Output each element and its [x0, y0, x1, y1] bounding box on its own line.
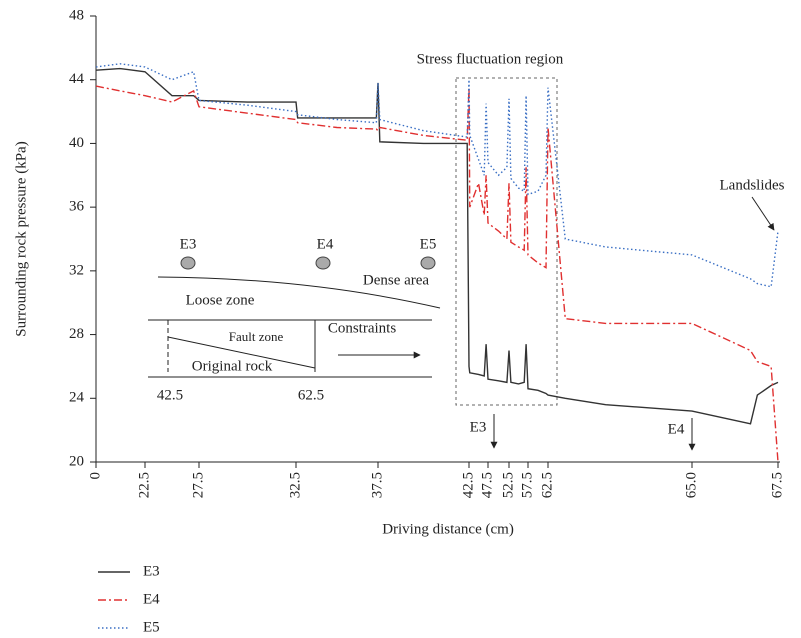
inset-label: E5 [420, 236, 437, 252]
x-tick-label: 37.5 [369, 472, 385, 498]
inset-label: Original rock [192, 358, 273, 374]
x-tick-label: 0 [87, 472, 103, 480]
boundary [167, 336, 316, 369]
x-tick-label: 62.5 [539, 472, 555, 498]
legend-label: E4 [143, 591, 160, 607]
y-tick-label: 44 [69, 71, 85, 87]
region-box [455, 77, 558, 406]
x-tick-label: 22.5 [136, 472, 152, 498]
landslides-label: Landslides [720, 177, 785, 193]
inset-label: 62.5 [298, 387, 324, 403]
inset-label: Constraints [328, 320, 396, 336]
inset-label: 42.5 [157, 387, 183, 403]
sensor [315, 256, 331, 270]
sensor [180, 256, 196, 270]
inset-label: Loose zone [186, 292, 255, 308]
boundary [157, 276, 441, 309]
x-tick-label: 47.5 [479, 472, 495, 498]
x-axis-label: Driving distance (cm) [382, 521, 514, 537]
series-line [95, 67, 779, 425]
y-tick-label: 32 [69, 262, 84, 278]
sensor [420, 256, 436, 270]
y-tick-label: 24 [69, 390, 85, 406]
marker-label: E3 [470, 419, 487, 435]
y-tick-label: 48 [69, 7, 84, 23]
inset-label: Fault zone [229, 329, 284, 344]
x-tick-label: 67.5 [769, 472, 785, 498]
arrow [751, 196, 775, 231]
x-tick-label: 42.5 [460, 472, 476, 498]
y-tick-label: 20 [69, 453, 84, 469]
legend-label: E3 [143, 563, 160, 579]
y-axis-label: Surrounding rock pressure (kPa) [13, 141, 29, 336]
region-label: Stress fluctuation region [417, 51, 564, 67]
y-tick-label: 36 [69, 199, 85, 215]
inset: E3 E4 E5 Dense area Loose zone Fault zon… [148, 236, 441, 403]
x-tick-label: 65.0 [683, 472, 699, 498]
legend-label: E5 [143, 619, 160, 635]
series-line [95, 63, 779, 288]
x-tick-label: 52.5 [500, 472, 516, 498]
y-tick-label: 40 [69, 135, 84, 151]
inset-label: E3 [180, 236, 197, 252]
y-tick-label: 28 [69, 326, 84, 342]
x-tick-label: 57.5 [519, 472, 535, 498]
inset-label: Dense area [363, 272, 430, 288]
x-tick-label: 32.5 [287, 472, 303, 498]
x-tick-label: 27.5 [190, 472, 206, 498]
inset-label: E4 [317, 236, 334, 252]
series-line [95, 85, 779, 463]
marker-label: E4 [668, 421, 685, 437]
